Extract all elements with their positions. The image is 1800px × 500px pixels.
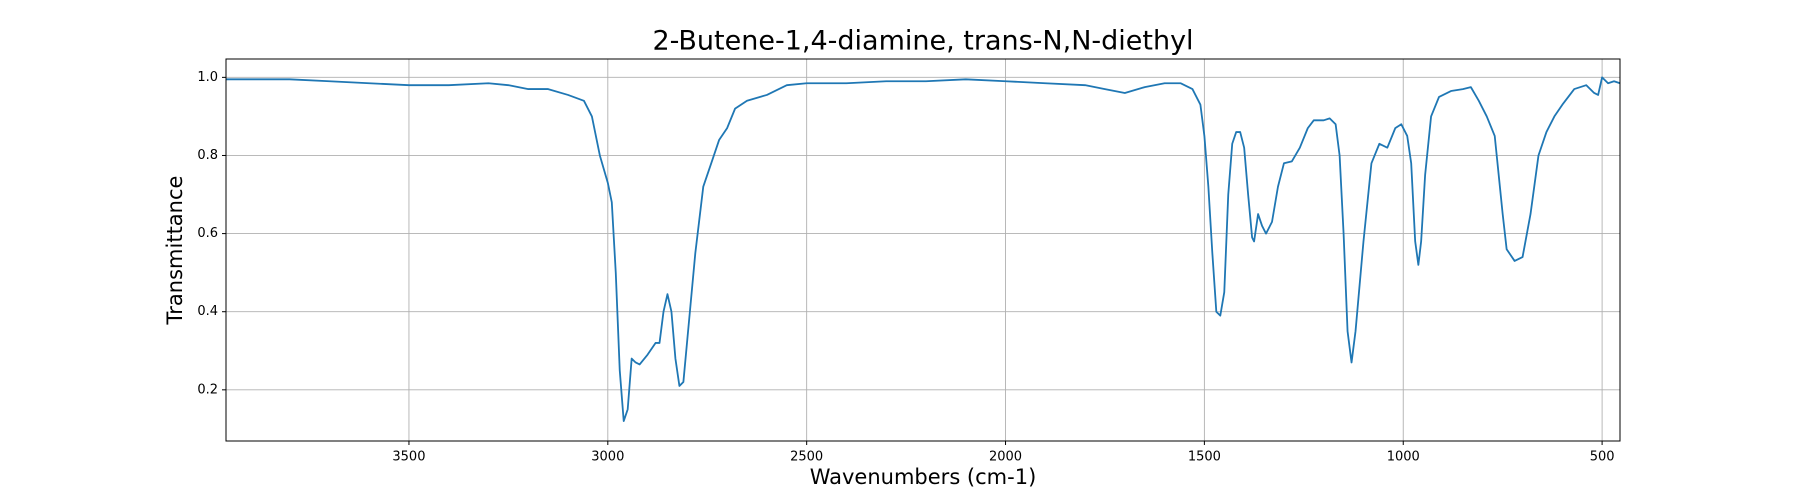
x-tick-label: 1000 (1387, 450, 1420, 465)
spectrum-line (226, 76, 1621, 422)
y-tick-label: 0.4 (197, 304, 218, 319)
y-tick-label: 0.2 (197, 382, 218, 397)
y-axis-label: Transmittance (163, 176, 187, 326)
y-tick-label: 0.8 (197, 148, 218, 163)
x-tick-label: 2500 (790, 450, 823, 465)
x-axis-label: Wavenumbers (cm-1) (810, 465, 1037, 489)
x-tick-label: 1500 (1188, 450, 1221, 465)
x-tick-label: 3000 (591, 450, 624, 465)
plot-frame (225, 58, 1621, 442)
y-tick-label: 1.0 (197, 70, 218, 85)
x-tick-label: 2000 (989, 450, 1022, 465)
x-tick-label: 3500 (392, 450, 425, 465)
x-tick-label: 500 (1590, 450, 1615, 465)
y-tick-label: 0.6 (197, 226, 218, 241)
chart-title: 2-Butene-1,4-diamine, trans-N,N-diethyl (652, 26, 1193, 57)
